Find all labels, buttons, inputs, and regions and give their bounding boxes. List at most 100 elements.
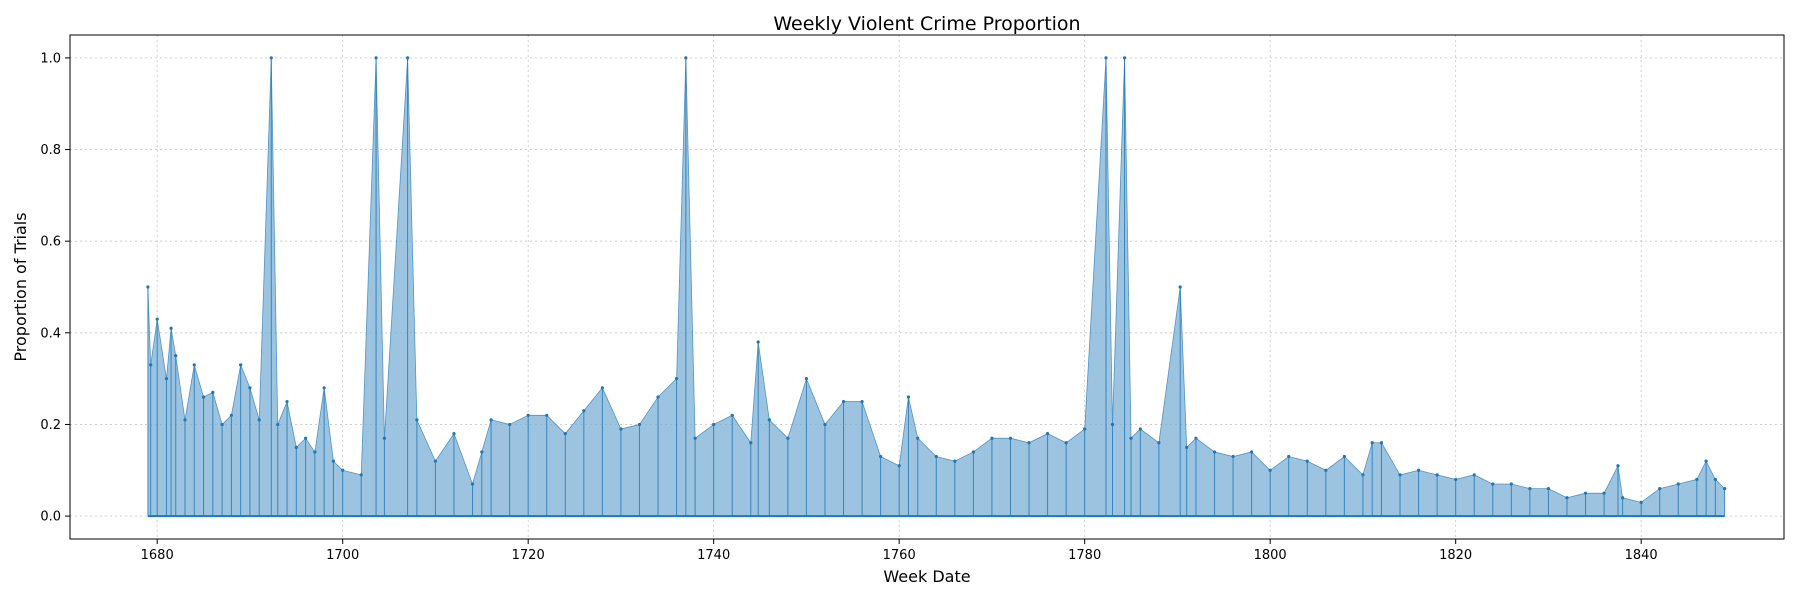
data-point [146,285,150,289]
data-point [1695,477,1699,482]
data-point [433,459,438,463]
data-point [841,399,846,404]
data-point [480,450,484,454]
data-point [1185,445,1189,449]
data-point [1370,441,1374,445]
data-point [1565,496,1569,500]
data-point [563,432,567,436]
data-point [749,441,753,445]
data-point [1416,468,1421,472]
data-point [1027,441,1031,445]
data-point [1472,473,1476,477]
data-point [674,377,679,381]
data-point [248,386,252,390]
x-tick-label: 1760 [883,548,916,563]
data-point [656,395,660,399]
data-point [294,445,298,449]
data-point [164,377,169,381]
data-point [1621,496,1625,500]
data-point [879,454,883,459]
data-point [526,413,530,417]
data-point [1546,487,1551,491]
data-point [192,363,196,367]
data-point [452,432,456,436]
data-point [971,450,975,454]
data-point [1104,56,1108,60]
data-point [1064,441,1068,445]
x-tick-label: 1800 [1254,548,1287,563]
data-point [201,395,206,399]
data-point [786,436,790,440]
data-point [916,436,920,440]
data-point [1138,427,1142,431]
data-point [1008,436,1013,440]
y-tick-label: 0.4 [40,326,61,341]
data-point [1713,477,1717,482]
data-point [169,326,173,330]
x-tick-label: 1740 [697,548,730,563]
data-point [1045,432,1050,436]
data-point [1122,56,1127,60]
x-tick-label: 1680 [141,548,174,563]
y-tick-label: 0.6 [40,235,61,250]
data-point [1616,464,1620,468]
data-point [712,422,716,427]
data-point [756,340,760,344]
data-point [619,427,623,431]
data-point [341,468,345,472]
data-point [1491,482,1495,486]
data-point [269,56,273,60]
data-point [257,418,261,422]
x-tick-label: 1780 [1068,548,1101,563]
data-point [322,386,326,390]
data-point [545,413,549,417]
data-point [1528,487,1532,491]
x-tick-label: 1840 [1625,548,1658,563]
data-point [693,436,697,440]
data-point [600,386,604,390]
x-tick-label: 1720 [512,548,545,563]
data-point [1305,459,1309,463]
data-point [331,459,336,463]
y-tick-label: 0.8 [40,143,61,158]
data-point [860,399,864,404]
data-point [1083,427,1087,431]
data-point [220,422,224,427]
data-point [1602,491,1606,495]
data-point [155,317,159,321]
data-point [382,436,387,440]
data-point [1287,454,1291,459]
data-point [1250,450,1254,454]
data-point [767,418,771,422]
data-point [303,436,308,440]
data-point [1704,459,1708,463]
data-point [1723,487,1727,491]
data-point [1639,500,1643,504]
y-tick-label: 0.0 [40,510,61,525]
data-point [1583,491,1588,495]
data-point [508,422,512,427]
data-point [1454,477,1458,482]
data-point [804,377,809,381]
data-point [906,395,911,399]
data-point [470,482,475,486]
data-point [1509,482,1513,486]
data-point [953,459,957,463]
data-point [823,422,827,427]
data-point [1398,473,1402,477]
data-point [1361,473,1365,477]
data-point [415,418,419,422]
data-point [359,473,363,477]
data-point [406,56,410,60]
data-point [934,454,938,459]
data-point [1342,454,1346,459]
data-point [1178,285,1182,289]
data-point [1212,450,1217,454]
data-series [146,56,1727,518]
data-point [897,464,901,468]
data-point [1268,468,1272,472]
x-tick-label: 1700 [326,548,359,563]
data-point [1658,487,1662,491]
x-tick-label: 1820 [1439,548,1472,563]
data-point [489,418,493,422]
